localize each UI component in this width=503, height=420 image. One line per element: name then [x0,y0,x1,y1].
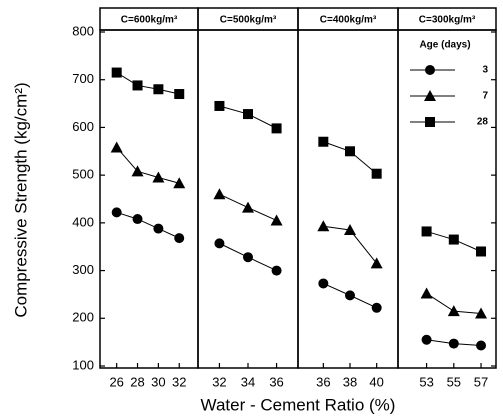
marker-square [371,168,382,179]
marker-circle [371,302,382,313]
y-axis-label: Compressive Strength (kg/cm²) [11,82,30,317]
x-tick-label: 30 [151,374,165,389]
x-tick-label: 36 [269,374,283,389]
marker-square [476,246,487,257]
series-line [116,147,180,184]
marker-triangle [110,141,123,153]
marker-square [345,146,355,157]
marker-square [132,80,143,91]
x-tick-label: 34 [241,374,255,389]
marker-triangle [370,257,383,269]
marker-circle [174,233,185,244]
legend-marker [425,65,435,75]
x-axis-label: Water - Cement Ratio (%) [201,395,396,414]
x-tick-label: 55 [447,374,461,389]
marker-circle [448,338,459,349]
marker-square [214,100,225,111]
x-tick-label: 57 [474,374,488,389]
panel-frame [197,29,299,369]
panel-title: C=300kg/m³ [419,15,476,26]
marker-square [421,226,432,237]
marker-triangle [270,214,283,226]
marker-triangle [420,287,433,299]
panel-frame [297,29,399,369]
marker-circle [421,334,432,345]
y-tick-label: 500 [72,167,94,182]
marker-square [111,67,122,78]
x-tick-label: 26 [109,374,123,389]
series-line [116,72,180,95]
marker-triangle [447,305,460,317]
legend-label: 28 [477,117,489,128]
marker-circle [153,223,164,234]
panel-title: C=600kg/m³ [121,15,178,26]
marker-triangle [317,220,330,232]
x-tick-label: 32 [212,374,226,389]
marker-triangle [242,201,254,213]
y-tick-label: 100 [72,357,94,372]
marker-triangle [173,177,186,189]
marker-circle [318,278,329,289]
legend-label: 7 [482,91,488,102]
y-tick-label: 600 [72,119,94,134]
legend-label: 3 [482,65,488,76]
y-tick-label: 700 [72,71,94,86]
legend-marker [424,90,436,101]
x-tick-label: 28 [130,374,144,389]
series-line [116,211,180,239]
marker-circle [476,340,487,351]
panel-frame [99,29,199,369]
panel-frame [397,29,497,369]
panel-title: C=500kg/m³ [220,15,277,26]
x-tick-label: 36 [316,374,330,389]
marker-square [243,109,253,120]
marker-triangle [152,171,165,183]
x-tick-label: 40 [369,374,383,389]
marker-circle [214,238,225,249]
marker-triangle [344,224,356,236]
x-tick-label: 38 [343,374,357,389]
x-tick-label: 32 [172,374,186,389]
y-tick-label: 200 [72,310,94,325]
y-tick-label: 800 [72,23,94,38]
marker-circle [111,207,122,218]
marker-circle [132,214,143,225]
x-tick-label: 53 [419,374,433,389]
marker-triangle [475,307,488,319]
legend-marker [425,117,435,127]
y-tick-label: 400 [72,214,94,229]
marker-triangle [213,188,226,200]
marker-square [271,123,282,134]
legend-title: Age (days) [419,40,470,51]
marker-square [153,84,164,95]
marker-square [318,136,329,147]
marker-square [174,89,185,100]
y-tick-label: 300 [72,262,94,277]
marker-circle [345,290,355,301]
marker-circle [243,252,253,263]
panel-title: C=400kg/m³ [320,15,377,26]
marker-triangle [131,165,144,177]
marker-circle [271,265,282,276]
marker-square [448,234,459,245]
